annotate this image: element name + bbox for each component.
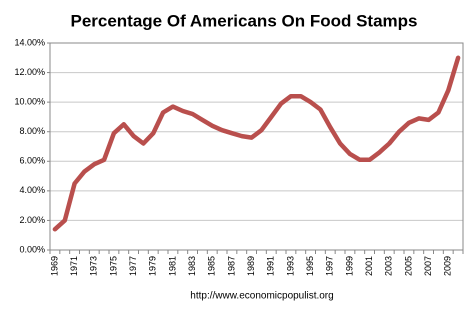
x-tick-label: 1985 xyxy=(207,256,217,276)
x-tick-label: 2001 xyxy=(364,256,374,276)
x-tick-label: 1987 xyxy=(226,256,236,276)
y-tick-label: 8.00% xyxy=(19,126,45,136)
y-tick-label: 6.00% xyxy=(19,156,45,166)
x-tick-label: 1977 xyxy=(128,256,138,276)
x-tick-label: 1997 xyxy=(325,256,335,276)
y-tick-label: 0.00% xyxy=(19,244,45,254)
y-tick-label: 10.00% xyxy=(14,97,45,107)
x-tick-label: 2007 xyxy=(423,256,433,276)
y-tick-label: 4.00% xyxy=(19,185,45,195)
x-tick-label: 2009 xyxy=(443,256,453,276)
x-tick-label: 1969 xyxy=(49,256,59,276)
x-tick-label: 1995 xyxy=(305,256,315,276)
x-tick-label: 2005 xyxy=(403,256,413,276)
x-tick-label: 1983 xyxy=(187,256,197,276)
data-line xyxy=(52,55,461,232)
y-tick-label: 12.00% xyxy=(14,67,45,77)
chart-title: Percentage Of Americans On Food Stamps xyxy=(70,11,417,30)
y-tick-label: 14.00% xyxy=(14,37,45,47)
y-tick-label: 2.00% xyxy=(19,215,45,225)
x-tick-label: 1973 xyxy=(89,256,99,276)
plot-border xyxy=(49,42,464,251)
x-tick-label: 1981 xyxy=(167,256,177,276)
x-tick-label: 1999 xyxy=(344,256,354,276)
x-tick-label: 1971 xyxy=(69,256,79,276)
x-tick-label: 2003 xyxy=(384,256,394,276)
footer: http://www.economicpopulist.org xyxy=(190,291,333,302)
x-tick-label: 1993 xyxy=(285,256,295,276)
x-tick-label: 1989 xyxy=(246,256,256,276)
x-tick-label: 1975 xyxy=(108,256,118,276)
x-tick-label: 1979 xyxy=(148,256,158,276)
x-tick-label: 1991 xyxy=(266,256,276,276)
